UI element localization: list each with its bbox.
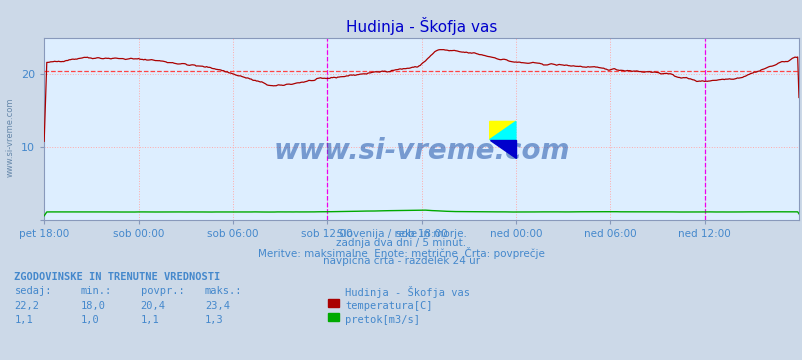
Text: Slovenija / reke in morje.: Slovenija / reke in morje. (336, 229, 466, 239)
Text: navpična črta - razdelek 24 ur: navpična črta - razdelek 24 ur (322, 256, 480, 266)
Text: 1,0: 1,0 (80, 315, 99, 325)
Text: sedaj:: sedaj: (14, 286, 52, 296)
Text: povpr.:: povpr.: (140, 286, 184, 296)
Polygon shape (489, 121, 515, 140)
Title: Hudinja - Škofja vas: Hudinja - Škofja vas (346, 17, 496, 35)
Text: 18,0: 18,0 (80, 301, 105, 311)
Text: www.si-vreme.com: www.si-vreme.com (273, 136, 569, 165)
Text: min.:: min.: (80, 286, 111, 296)
Polygon shape (489, 140, 515, 158)
Text: 22,2: 22,2 (14, 301, 39, 311)
Text: pretok[m3/s]: pretok[m3/s] (345, 315, 419, 325)
Text: 1,1: 1,1 (14, 315, 33, 325)
Text: Hudinja - Škofja vas: Hudinja - Škofja vas (345, 286, 470, 298)
Polygon shape (489, 121, 515, 140)
Text: Meritve: maksimalne  Enote: metrične  Črta: povprečje: Meritve: maksimalne Enote: metrične Črta… (257, 247, 545, 258)
Text: temperatura[C]: temperatura[C] (345, 301, 432, 311)
Text: ZGODOVINSKE IN TRENUTNE VREDNOSTI: ZGODOVINSKE IN TRENUTNE VREDNOSTI (14, 272, 221, 282)
Text: 23,4: 23,4 (205, 301, 229, 311)
Text: maks.:: maks.: (205, 286, 242, 296)
Text: 20,4: 20,4 (140, 301, 165, 311)
Text: 1,1: 1,1 (140, 315, 159, 325)
Text: zadnja dva dni / 5 minut.: zadnja dva dni / 5 minut. (336, 238, 466, 248)
Text: 1,3: 1,3 (205, 315, 223, 325)
Text: www.si-vreme.com: www.si-vreme.com (6, 97, 14, 176)
